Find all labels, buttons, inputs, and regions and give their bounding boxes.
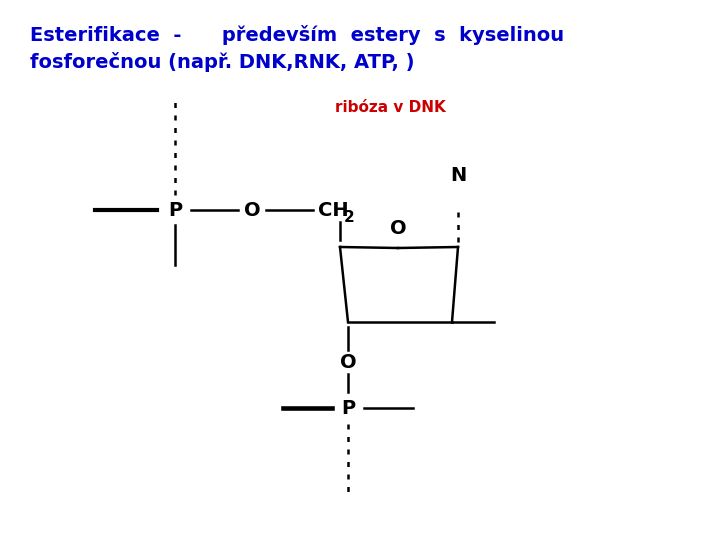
Text: O: O [340, 353, 356, 372]
Text: CH: CH [318, 200, 348, 219]
Text: N: N [450, 166, 466, 185]
Text: fosforečnou (např. DNK,RNK, ATP, ): fosforečnou (např. DNK,RNK, ATP, ) [30, 52, 415, 72]
Text: O: O [390, 219, 406, 238]
Text: P: P [168, 200, 182, 219]
Text: Esterifikace  -      především  estery  s  kyselinou: Esterifikace - především estery s kyseli… [30, 25, 564, 45]
Text: P: P [341, 399, 355, 417]
Text: ribóza v DNK: ribóza v DNK [335, 100, 446, 115]
Text: O: O [243, 200, 261, 219]
Text: 2: 2 [344, 211, 355, 226]
